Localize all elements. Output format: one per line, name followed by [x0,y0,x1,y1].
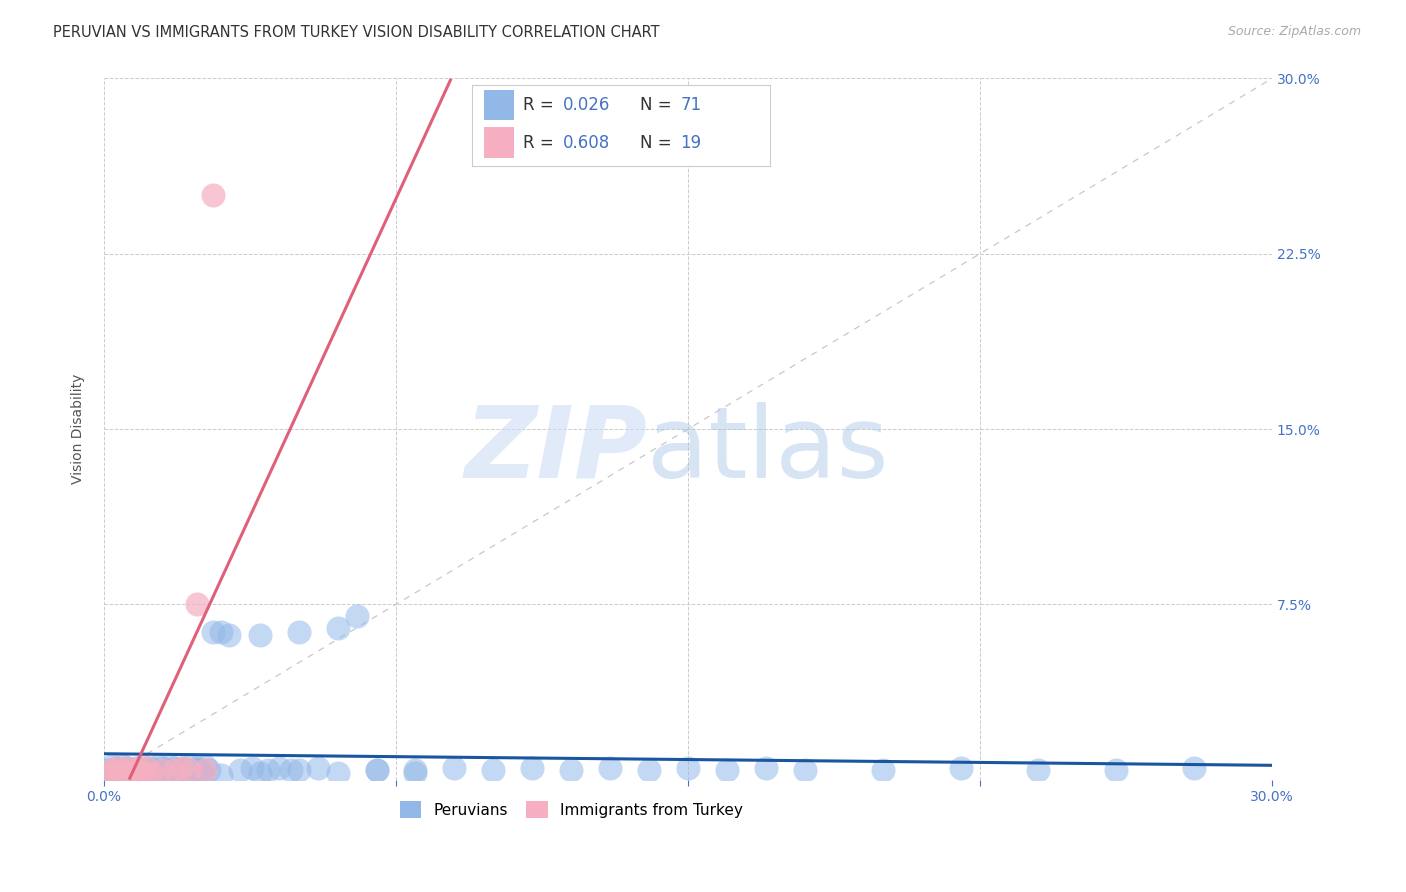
Point [104,768,127,782]
Point [326,765,349,780]
Point [97,765,120,780]
Point [443,761,465,775]
Point [201,625,224,640]
Legend: Peruvians, Immigrants from Turkey: Peruvians, Immigrants from Turkey [394,795,749,824]
Text: ZIP: ZIP [464,401,647,499]
Text: Source: ZipAtlas.com: Source: ZipAtlas.com [1227,25,1361,38]
Y-axis label: Vision Disability: Vision Disability [72,374,86,484]
Point [163,761,186,775]
Point [124,764,146,778]
Point [872,764,894,778]
Point [128,761,150,775]
Point [249,628,271,642]
Point [201,188,224,202]
Point [117,761,139,775]
Point [124,761,146,775]
Point [179,764,201,778]
Point [269,761,291,775]
Text: PERUVIAN VS IMMIGRANTS FROM TURKEY VISION DISABILITY CORRELATION CHART: PERUVIAN VS IMMIGRANTS FROM TURKEY VISIO… [53,25,659,40]
Point [190,765,212,780]
Point [482,764,505,778]
Point [209,768,232,782]
Point [218,628,240,642]
Point [366,764,388,778]
Point [404,765,426,780]
Point [167,764,190,778]
Point [104,761,127,775]
Point [120,765,142,780]
Point [194,758,217,772]
Text: atlas: atlas [647,401,889,499]
Point [716,764,738,778]
Point [229,764,252,778]
Point [104,761,127,775]
Point [135,764,157,778]
Point [599,761,621,775]
Point [120,765,142,780]
Point [1028,764,1050,778]
Point [139,765,162,780]
Point [117,761,139,775]
Point [139,768,162,782]
Point [135,761,157,775]
Point [155,764,177,778]
Point [112,758,135,772]
Point [159,758,181,772]
Point [170,761,193,775]
Point [256,764,278,778]
Point [949,761,972,775]
Point [170,768,193,782]
Point [128,764,150,778]
Point [404,764,426,778]
Point [194,764,217,778]
Point [150,761,173,775]
Point [163,764,186,778]
Point [326,621,349,635]
Point [638,764,661,778]
Point [249,765,271,780]
Point [128,765,150,780]
Point [100,758,122,772]
Point [112,764,135,778]
Point [143,764,166,778]
Point [150,764,173,778]
Point [522,761,544,775]
Point [280,764,302,778]
Point [183,764,205,778]
Point [179,758,201,772]
Point [100,764,122,778]
Point [174,764,197,778]
Point [287,764,309,778]
Point [120,768,142,782]
Point [190,764,212,778]
Point [150,765,173,780]
Point [108,765,131,780]
Point [209,625,232,640]
Point [198,764,221,778]
Point [112,765,135,780]
Point [1182,761,1205,775]
Point [186,597,208,611]
Point [1105,764,1128,778]
Point [346,609,368,624]
Point [240,761,263,775]
Point [186,761,208,775]
Point [132,765,155,780]
Point [676,761,699,775]
Point [97,764,120,778]
Point [287,625,309,640]
Point [132,758,155,772]
Point [108,764,131,778]
Point [170,761,193,775]
Point [755,761,778,775]
Point [307,761,329,775]
Point [148,758,170,772]
Point [366,764,388,778]
Point [139,761,162,775]
Point [793,764,815,778]
Point [560,764,582,778]
